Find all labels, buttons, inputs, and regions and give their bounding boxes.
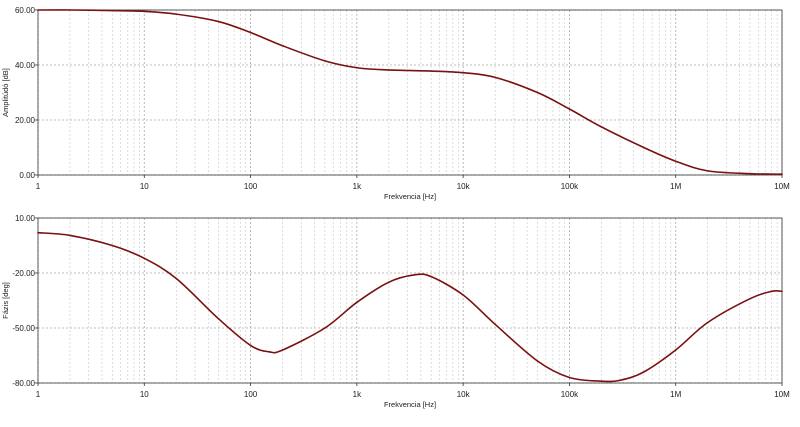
amplitude-data-point <box>749 172 751 175</box>
amplitude-data-point <box>494 76 496 79</box>
amplitude-data-point <box>69 9 71 11</box>
phase-data-point <box>388 281 390 283</box>
amplitude-data-point <box>462 71 464 74</box>
y-tick-label: 10.00 <box>15 214 36 223</box>
x-tick-label: 100k <box>561 182 579 191</box>
x-tick-label: 10k <box>457 390 471 399</box>
phase-data-point <box>143 257 146 260</box>
plot-frame <box>37 217 783 384</box>
x-tick-label: 1k <box>353 390 362 399</box>
amplitude-data-point <box>37 9 39 11</box>
x-tick-label: 1 <box>36 182 41 191</box>
phase-data-point <box>706 321 709 324</box>
phase-data-point <box>494 323 496 326</box>
amplitude-data-point <box>249 31 252 34</box>
x-axis-title: Frekvencia [Hz] <box>384 400 436 409</box>
phase-data-point <box>175 277 178 280</box>
phase-data-point <box>249 344 252 347</box>
amplitude-data-point <box>706 170 709 172</box>
amplitude-data-point <box>430 70 432 72</box>
amplitude-data-point <box>600 126 603 128</box>
y-tick-label: 40.00 <box>15 61 36 70</box>
phase-data-point <box>749 297 751 300</box>
x-axis-title: Frekvencia [Hz] <box>384 192 436 201</box>
y-axis-title: Fázis [deg] <box>1 282 10 319</box>
phase-data-point <box>462 294 464 296</box>
amplitude-data-point <box>781 173 783 175</box>
phase-data-point <box>413 274 416 276</box>
phase-data-point <box>324 327 326 329</box>
plot-frame <box>37 9 783 176</box>
amplitude-data-point <box>143 10 146 13</box>
amplitude-data-point <box>388 69 390 71</box>
phase-data-point <box>568 376 571 379</box>
x-tick-label: 100 <box>244 182 258 191</box>
x-tick-label: 10M <box>774 182 790 191</box>
y-axis-title: Amplitúdó [dB] <box>1 68 10 117</box>
phase-data-point <box>619 379 621 382</box>
phase-data-point <box>111 244 114 247</box>
x-tick-label: 10k <box>457 182 471 191</box>
phase-data-point <box>536 360 539 362</box>
x-tick-label: 10 <box>140 390 149 399</box>
x-tick-label: 10 <box>140 182 149 191</box>
phase-data-point <box>69 234 71 237</box>
x-tick-label: 1M <box>670 390 681 399</box>
phase-data-point <box>356 301 358 304</box>
phase-data-point <box>217 318 220 320</box>
amplitude-data-point <box>356 66 358 69</box>
amplitude-chart: 0.00 20.00 40.00 60.00 1 10 100 1k 10k 100k 1M 10M F… <box>1 6 790 201</box>
phase-chart: 10.00 -20.00 -50.00 -80.001 10 100 1k 10k 100k 1M… <box>1 214 790 409</box>
x-tick-label: 1k <box>353 182 362 191</box>
y-tick-label: 20.00 <box>15 116 36 125</box>
amplitude-data-point <box>281 44 284 47</box>
y-tick-label: -80.00 <box>12 379 35 388</box>
phase-data-point <box>430 275 432 278</box>
x-tick-label: 100 <box>244 390 258 399</box>
x-tick-label: 1M <box>670 182 681 191</box>
x-tick-label: 1 <box>36 390 41 399</box>
phase-data-point <box>281 349 284 351</box>
phase-data-point <box>770 290 773 293</box>
phase-data-point <box>268 351 271 353</box>
amplitude-data-point <box>324 60 326 62</box>
amplitude-data-point <box>674 160 677 163</box>
amplitude-data-point <box>642 146 645 149</box>
phase-data-point <box>781 290 783 293</box>
y-tick-label: 0.00 <box>19 171 35 180</box>
amplitude-data-point <box>568 108 571 110</box>
y-tick-label: -20.00 <box>12 269 35 278</box>
amplitude-series-line <box>37 9 783 175</box>
phase-data-point <box>642 371 645 373</box>
amplitude-data-point <box>111 9 114 12</box>
x-tick-label: 100k <box>561 390 579 399</box>
y-tick-label: -50.00 <box>12 324 35 333</box>
phase-series-line <box>37 231 783 383</box>
amplitude-data-point <box>217 20 220 23</box>
phase-data-point <box>674 349 677 351</box>
phase-data-point <box>37 231 39 234</box>
amplitude-data-point <box>536 91 539 94</box>
phase-data-point <box>600 380 603 382</box>
amplitude-data-point <box>175 13 178 15</box>
y-tick-label: 60.00 <box>15 6 36 15</box>
x-tick-label: 10M <box>774 390 790 399</box>
